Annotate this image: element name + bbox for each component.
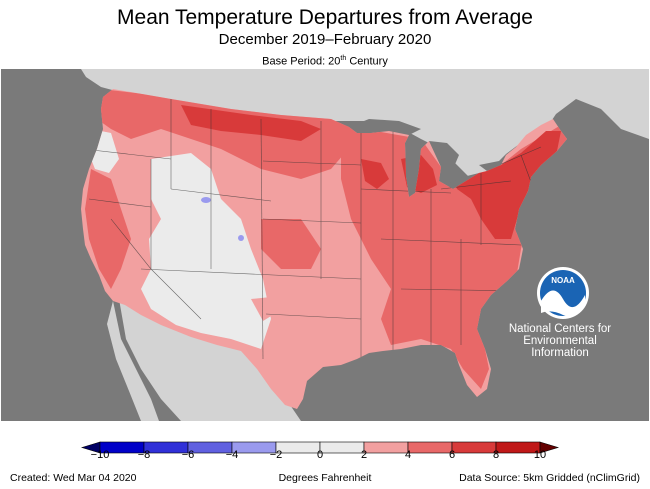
anomaly-fill: [85, 89, 567, 389]
canada-land: [81, 69, 649, 179]
colorbar-tick-label: 8: [492, 449, 500, 461]
colorbar-over-triangle: [539, 441, 560, 454]
mexico-land: [119, 299, 301, 421]
colorbar-units-label: Degrees Fahrenheit: [278, 472, 372, 484]
map-canvas: NOAA: [81, 69, 649, 421]
colorbar-tick-label: 2: [360, 449, 368, 461]
lake-michigan: [405, 141, 419, 197]
lake-erie: [441, 173, 479, 189]
agency-line-2: Environmental: [523, 335, 597, 347]
colorbar-tick-label: 10: [533, 449, 547, 461]
map-title: Mean Temperature Departures from Average: [117, 6, 533, 29]
baja-land: [107, 301, 159, 421]
data-source: Data Source: 5km Gridded (nClimGrid): [459, 472, 640, 484]
map-subtitle: December 2019–February 2020: [218, 31, 432, 48]
colorbar-tick-label: −6: [181, 449, 195, 461]
colorbar-tick-label: 4: [404, 449, 412, 461]
colorbar-tick-label: −8: [137, 449, 151, 461]
noaa-logo-text: NOAA: [551, 276, 575, 285]
state-boundaries: [82, 99, 542, 360]
colorbar-tick-label: 6: [448, 449, 456, 461]
temperature-departure-map: NOAA: [1, 69, 649, 421]
lake-ontario: [479, 161, 505, 171]
ncei-agency-label: National Centers for Environmental Infor…: [508, 323, 612, 359]
lake-huron: [429, 141, 459, 169]
lake-superior: [349, 119, 421, 135]
agency-line-3: Information: [531, 347, 589, 359]
colorbar: [80, 441, 560, 454]
colorbar-tick-label: −2: [269, 449, 283, 461]
colorbar-tick-label: −4: [225, 449, 239, 461]
noaa-logo-icon: NOAA: [537, 267, 589, 319]
base-period-label: Base Period: 20th Century: [262, 55, 388, 68]
created-date: Created: Wed Mar 04 2020: [10, 472, 137, 484]
colorbar-tick-label: −10: [90, 449, 110, 461]
colorbar-tick-label: 0: [316, 449, 324, 461]
agency-line-1: National Centers for: [508, 323, 612, 335]
